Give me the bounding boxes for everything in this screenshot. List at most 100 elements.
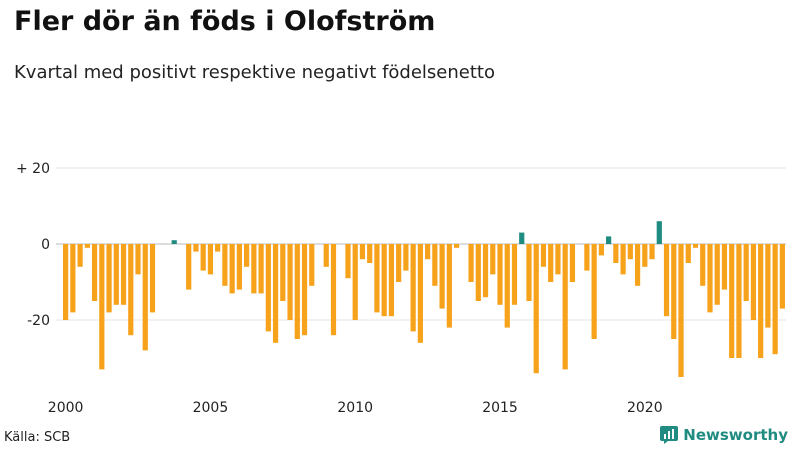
bar <box>222 244 228 286</box>
bar <box>258 244 264 294</box>
bar <box>591 244 597 339</box>
bar <box>446 244 452 328</box>
bar <box>120 244 127 305</box>
bar <box>475 244 481 301</box>
bar <box>642 244 648 267</box>
bar <box>113 244 119 305</box>
bar <box>171 240 177 244</box>
bar <box>526 244 532 301</box>
bar <box>743 244 749 301</box>
y-tick-label: 0 <box>41 237 50 253</box>
x-tick-label: 2010 <box>337 400 373 416</box>
bar <box>323 244 329 267</box>
bar <box>330 244 337 336</box>
bar <box>656 221 662 244</box>
bar <box>765 244 771 328</box>
bar <box>721 244 728 290</box>
bar <box>627 244 633 260</box>
bar <box>511 244 518 305</box>
bar <box>533 244 539 374</box>
bar <box>439 244 445 309</box>
bar <box>700 244 706 286</box>
bar <box>634 244 641 286</box>
bar <box>468 244 474 282</box>
x-tick-label: 2015 <box>482 400 518 416</box>
bar <box>396 244 402 282</box>
bar <box>381 244 387 317</box>
bar <box>142 244 148 351</box>
bar <box>345 244 351 279</box>
bar <box>555 244 561 275</box>
bar <box>272 244 279 343</box>
bar <box>91 244 98 301</box>
bar <box>779 244 785 309</box>
bar <box>374 244 380 313</box>
bar <box>736 244 742 358</box>
bar <box>367 244 373 263</box>
bar <box>692 244 699 248</box>
x-tick-label: 2000 <box>48 400 84 416</box>
bar <box>671 244 677 339</box>
bar <box>569 244 576 282</box>
bar <box>649 244 655 260</box>
bar <box>504 244 510 328</box>
bar <box>128 244 134 336</box>
bar <box>309 244 315 286</box>
bar <box>606 236 612 244</box>
bar <box>388 244 395 317</box>
bar <box>149 244 156 313</box>
bar <box>265 244 271 332</box>
brand-logo: Newsworthy <box>660 426 788 444</box>
bar <box>352 244 358 320</box>
bar <box>280 244 286 301</box>
bar <box>584 244 590 271</box>
bar <box>540 244 547 267</box>
bar <box>663 244 670 317</box>
bar <box>77 244 83 267</box>
bar <box>750 244 757 320</box>
bar <box>482 244 489 298</box>
bars <box>63 221 785 377</box>
bar <box>685 244 691 263</box>
newsworthy-logo-icon <box>660 426 679 444</box>
bar <box>135 244 141 275</box>
x-tick-label: 2020 <box>627 400 663 416</box>
bar <box>772 244 778 355</box>
chart-subtitle: Kvartal med positivt respektive negativt… <box>14 62 495 83</box>
bar-chart: + 20 0 -20 2000 2005 2010 2015 2020 <box>16 161 786 416</box>
y-axis: + 20 0 -20 <box>16 161 50 329</box>
bar <box>193 244 199 252</box>
bar <box>678 244 684 377</box>
bar <box>453 244 460 248</box>
bar <box>598 244 604 256</box>
bar <box>425 244 431 260</box>
bar <box>620 244 626 275</box>
bar <box>562 244 568 370</box>
bar <box>707 244 713 313</box>
bar <box>403 244 409 271</box>
source-note: Källa: SCB <box>4 430 71 445</box>
bar <box>251 244 257 294</box>
bar <box>244 244 250 267</box>
bar <box>729 244 735 358</box>
x-axis: 2000 2005 2010 2015 2020 <box>48 400 663 416</box>
bar <box>519 232 525 244</box>
y-tick-label: + 20 <box>16 161 50 177</box>
bar <box>410 244 416 332</box>
bar <box>490 244 496 275</box>
bar <box>287 244 293 320</box>
bar <box>186 244 192 290</box>
bar <box>432 244 438 286</box>
bar <box>758 244 764 358</box>
y-tick-label: -20 <box>27 313 50 329</box>
bar <box>714 244 720 305</box>
chart-title: Fler dör än föds i Olofström <box>14 6 436 37</box>
bar <box>70 244 76 313</box>
bar <box>613 244 619 263</box>
x-tick-label: 2005 <box>193 400 229 416</box>
bar <box>106 244 112 313</box>
bar <box>548 244 554 282</box>
bar <box>294 244 300 339</box>
bar <box>229 244 235 294</box>
bar <box>301 244 308 336</box>
